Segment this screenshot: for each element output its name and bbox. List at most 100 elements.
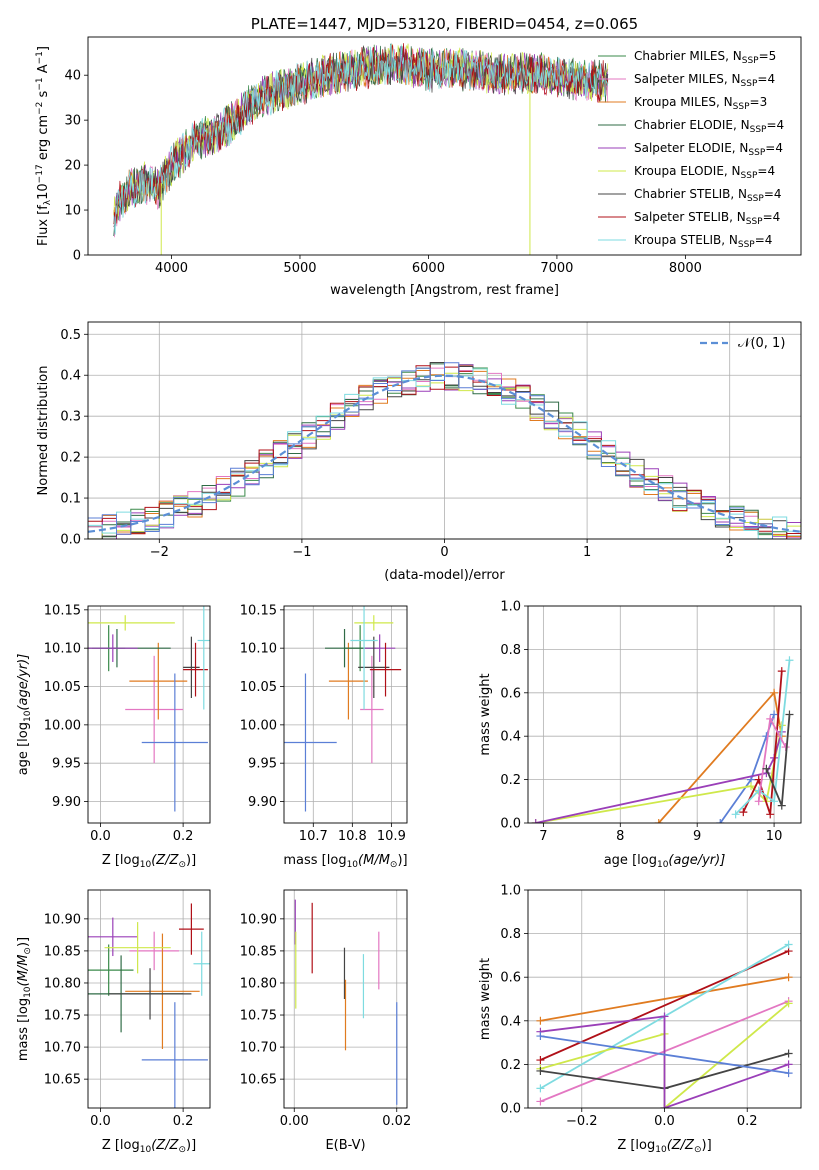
weight-marker: [731, 810, 740, 819]
spectrum-series-line: [113, 42, 609, 235]
y-tick-label: 30: [64, 114, 81, 129]
axes-frame: [87, 889, 211, 1109]
y-tick-label: 10.65: [44, 1073, 81, 1088]
mass_vs_Z-axes: 0.0 0.2 10.65 10.70 10.75 10.80 10.85 10.90: [44, 889, 211, 1129]
mass_vs_EBV-xlabel: E(B-V): [325, 1138, 365, 1153]
y-tick-label: 0.4: [500, 1014, 521, 1029]
y-tick-label: 10.15: [240, 603, 277, 618]
legend-entry: Chabrier ELODIE, NSSP=4: [634, 118, 784, 135]
y-tick-label: 10.10: [44, 642, 81, 657]
x-tick-label: 0: [440, 545, 448, 560]
residuals-ylabel: Normed distribution: [36, 366, 51, 496]
weight-marker: [770, 688, 779, 697]
x-tick-label: 0.0: [90, 829, 111, 844]
y-tick-label: 10.85: [240, 944, 277, 959]
y-tick-label: 0.0: [60, 533, 81, 548]
y-tick-label: 10.05: [44, 680, 81, 695]
legend-entry: Salpeter STELIB, NSSP=4: [634, 210, 780, 227]
spectrum-ylabel: Flux [fλ10−17 erg cm−2 s−1 A−1]: [35, 46, 53, 246]
weight-marker: [784, 973, 793, 982]
age_vs_Z-ylabel-text: age [log10(age/yr)]: [16, 654, 33, 776]
y-tick-label: 0.8: [500, 643, 521, 658]
weight-marker: [536, 1032, 545, 1041]
y-tick-label: 0.3: [60, 410, 81, 425]
x-tick-label: 10: [766, 829, 783, 844]
axes-frame: [87, 321, 802, 540]
y-tick-label: 40: [64, 69, 81, 84]
y-tick-label: 10.90: [240, 912, 277, 927]
weight-marker: [754, 797, 763, 806]
y-tick-label: 0: [73, 249, 81, 264]
spectrum-axes: 4000 5000 6000 7000 8000 0 10 20 30 40: [64, 36, 802, 276]
x-tick-label: 8000: [669, 261, 702, 276]
weight-marker: [781, 743, 790, 752]
weight-marker: [785, 710, 794, 719]
x-tick-label: 0.2: [173, 1114, 194, 1129]
weight-marker: [766, 714, 775, 723]
x-tick-label: 4000: [155, 261, 188, 276]
weight-series-line: [658, 690, 783, 823]
spectrum-title: PLATE=1447, MJD=53120, FIBERID=0454, z=0…: [251, 15, 638, 33]
y-tick-label: 10.80: [44, 976, 81, 991]
weight-marker: [784, 940, 793, 949]
y-tick-label: 0.4: [500, 730, 521, 745]
weight-marker: [762, 764, 771, 773]
weight-series-line: [540, 976, 789, 1022]
y-tick-label: 9.95: [248, 757, 277, 772]
x-tick-label: 6000: [412, 261, 445, 276]
weight-marker: [784, 1069, 793, 1078]
x-tick-label: −0.2: [566, 1114, 598, 1129]
weight-marker: [536, 1056, 545, 1065]
y-tick-label: 10.65: [240, 1073, 277, 1088]
weight-series-line: [535, 731, 783, 823]
residuals-axes: −2 −1 0 1 2 0.0 0.1 0.2 0.3 0.4 0.5: [60, 321, 802, 560]
y-tick-label: 0.6: [500, 686, 521, 701]
weight-series-line: [742, 671, 783, 815]
y-tick-label: 9.90: [248, 795, 277, 810]
weight_vs_Z-ylabel: mass weight: [478, 958, 493, 1040]
weight-marker: [654, 819, 663, 823]
x-tick-label: 7: [539, 829, 547, 844]
weight_vs_Z-axes: −0.2 0.0 0.2 0.0 0.2 0.4 0.6 0.8 1.0: [500, 884, 802, 1129]
legend-entry: Salpeter ELODIE, NSSP=4: [634, 141, 783, 158]
axes-frame: [527, 889, 802, 1109]
y-tick-label: 0.2: [60, 451, 81, 466]
legend-entry: Kroupa ELODIE, NSSP=4: [634, 164, 775, 181]
y-tick-label: 10.70: [240, 1041, 277, 1056]
axes-frame: [283, 605, 408, 824]
spectrum-legend: Chabrier MILES, NSSP=5 Salpeter MILES, NS…: [598, 49, 784, 250]
y-tick-label: 10: [64, 204, 81, 219]
weight_vs_age-xlabel: age [log10(age/yr)]: [604, 853, 726, 870]
x-tick-label: 10.8: [338, 829, 367, 844]
weight-series-line: [719, 714, 775, 823]
y-tick-label: 1.0: [500, 884, 521, 899]
weight-marker: [784, 1060, 793, 1069]
axes-frame: [87, 605, 211, 824]
weight-marker: [770, 797, 779, 806]
weight-marker: [762, 732, 771, 741]
x-tick-label: 0.02: [382, 1114, 411, 1129]
residuals-xlabel: (data-model)/error: [384, 568, 505, 583]
y-tick-label: 0.5: [60, 328, 81, 343]
y-tick-label: 10.05: [240, 680, 277, 695]
weight-marker: [784, 1049, 793, 1058]
x-tick-label: 0.0: [654, 1114, 675, 1129]
x-tick-label: 7000: [540, 261, 573, 276]
weight-series-line: [540, 1035, 789, 1074]
mass_vs_Z-ylabel-text: mass [log10(M/M⊙)]: [16, 937, 33, 1061]
mass_vs_Z-ylabel: mass [log10(M/M⊙)]: [16, 937, 33, 1061]
legend-entry: Salpeter MILES, NSSP=4: [634, 72, 775, 89]
y-tick-label: 9.95: [52, 757, 81, 772]
y-tick-label: 10.70: [44, 1041, 81, 1056]
weight-marker: [536, 1084, 545, 1093]
weight-marker: [766, 810, 775, 819]
y-tick-label: 10.75: [240, 1009, 277, 1024]
y-tick-label: 0.2: [500, 1058, 521, 1073]
age_vs_Z-xlabel: Z [log10(Z/Z⊙)]: [102, 853, 196, 870]
y-tick-label: 10.80: [240, 976, 277, 991]
x-tick-label: 9: [693, 829, 701, 844]
weight-marker: [754, 786, 763, 795]
x-tick-label: 10.7: [299, 829, 328, 844]
age_vs_Z-axes: 0.0 0.2 9.90 9.95 10.00 10.05 10.10 10.15: [44, 603, 211, 844]
